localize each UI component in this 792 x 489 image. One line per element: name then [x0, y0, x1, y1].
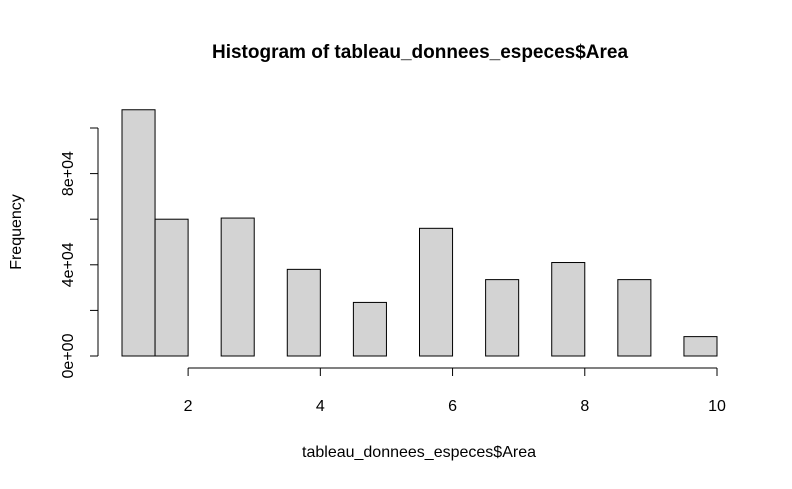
- x-tick-label: 4: [316, 398, 325, 415]
- x-tick-label: 8: [580, 398, 589, 415]
- y-tick-label: 4e+04: [60, 242, 77, 287]
- x-axis-label: tableau_donnees_especes$Area: [302, 444, 536, 461]
- y-tick-label: 8e+04: [60, 151, 77, 196]
- x-tick-label: 6: [448, 398, 457, 415]
- histogram-bar-8: [551, 262, 586, 357]
- histogram-bar-2: [154, 218, 189, 357]
- histogram-bar-5: [352, 301, 387, 357]
- chart-title: Histogram of tableau_donnees_especes$Are…: [212, 42, 628, 63]
- histogram-bar-1: [121, 109, 156, 357]
- histogram-bar-9: [617, 279, 652, 357]
- histogram-bar-6: [419, 227, 454, 357]
- y-tick-label: 0e+00: [60, 333, 77, 378]
- histogram-bar-10: [683, 336, 718, 357]
- histogram-bar-4: [286, 268, 321, 357]
- y-axis: 0e+00 4e+04 8e+04: [60, 127, 99, 378]
- bars-group: [121, 109, 718, 357]
- x-axis: 2 4 6 8 10: [184, 367, 726, 415]
- x-tick-label: 10: [708, 398, 726, 415]
- y-axis-label: Frequency: [8, 194, 25, 270]
- x-tick-label: 2: [184, 398, 193, 415]
- histogram-bar-3: [220, 217, 255, 357]
- histogram-bar-7: [485, 279, 520, 357]
